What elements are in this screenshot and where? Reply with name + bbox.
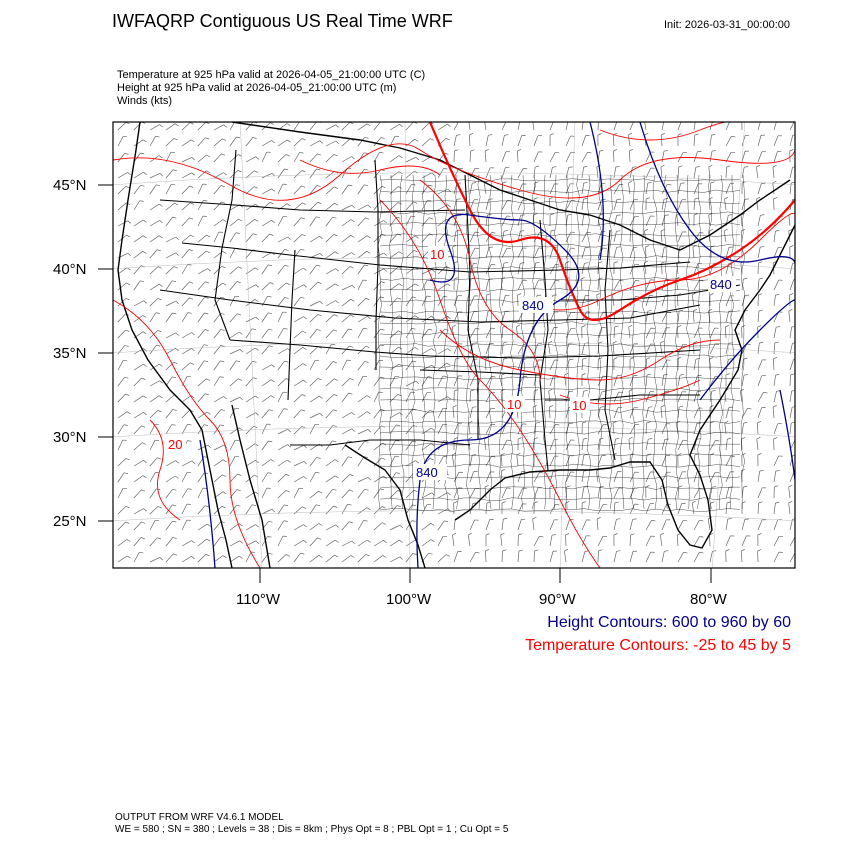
lat-label: 40°N (53, 261, 87, 278)
wind-barb-flag (795, 552, 799, 553)
wind-barb (566, 535, 567, 546)
lon-label: 100°W (386, 591, 432, 608)
wind-barb-flag (520, 119, 524, 120)
wind-barb-flag (696, 118, 700, 119)
wind-barb-flag (523, 376, 527, 377)
wind-barb-flag (745, 199, 749, 200)
lat-label: 30°N (53, 429, 87, 446)
latitude-labels: 45°N 40°N 35°N 30°N 25°N (53, 177, 87, 530)
map-panel (110, 117, 800, 570)
wind-barb-flag (484, 117, 488, 119)
height-contour-label: 840 (416, 465, 438, 480)
lon-label: 80°W (690, 591, 728, 608)
wind-barb-flag (235, 408, 239, 409)
wind-barb-flag (664, 119, 668, 120)
wind-barb-flag (617, 247, 621, 248)
lon-label: 110°W (236, 591, 281, 608)
wind-barb-flag (555, 152, 559, 153)
wind-barb-flag (603, 504, 607, 505)
temperature-legend: Temperature Contours: -25 to 45 by 5 (525, 637, 791, 655)
wind-barb-flag (665, 215, 669, 216)
temperature-contour-label: 20 (168, 437, 182, 452)
wind-barb-flag (569, 119, 573, 120)
lat-label: 25°N (53, 513, 87, 530)
wind-barb-flag (444, 169, 448, 170)
wind-barb-flag (123, 488, 127, 489)
wind-barb-flag (363, 328, 367, 329)
wind-barb-flag (427, 200, 431, 201)
wind-barb-flag (396, 441, 400, 442)
wind-barb-flag (459, 120, 463, 121)
wind-barb-flag (427, 504, 431, 505)
wind-barb-flag (795, 536, 799, 537)
wind-barb-flag (729, 311, 733, 312)
height-legend: Height Contours: 600 to 960 by 60 (547, 614, 791, 632)
height-contour-label: 840 (710, 277, 732, 292)
wind-barb-flag (155, 472, 159, 473)
wind-barb-flag (283, 216, 287, 217)
temperature-contour-label: 10 (507, 397, 521, 412)
wind-barb (758, 263, 759, 274)
wind-barb-flag (742, 118, 746, 120)
lat-label: 45°N (53, 177, 87, 194)
wind-barb-flag (427, 392, 431, 393)
wind-barb-flag (779, 536, 783, 537)
wind-barb-flag (331, 344, 335, 345)
wind-barb-flag (235, 440, 239, 441)
wind-barb-flag (457, 199, 461, 200)
temperature-contour-label: 10 (430, 247, 444, 262)
wind-barb-flag (532, 117, 536, 119)
wind-barb-flag (603, 424, 607, 425)
lat-label: 35°N (53, 345, 87, 362)
wind-barb-flag (683, 520, 687, 521)
longitude-labels: 110°W 100°W 90°W 80°W (236, 591, 728, 608)
lon-label: 90°W (539, 591, 577, 608)
wind-barb (502, 551, 503, 562)
wind-barb (790, 295, 791, 306)
wind-barb-flag (619, 184, 623, 185)
wind-barb-flag (644, 117, 647, 119)
wind-barb-flag (379, 152, 383, 153)
wind-barb-flag (699, 552, 703, 553)
model-config-footer: WE = 580 ; SN = 380 ; Levels = 38 ; Dis … (115, 824, 508, 835)
wind-barb-flag (235, 456, 239, 457)
wind-barb-flag (587, 152, 591, 153)
wind-barb-flag (123, 360, 127, 361)
wind-barb-flag (171, 184, 175, 185)
wind-barb-flag (731, 136, 735, 137)
wind-barb-flag (139, 552, 143, 553)
height-contour-label: 840 (522, 298, 544, 313)
wind-barb-flag (187, 376, 191, 377)
wind-barb-flag (523, 168, 527, 169)
wind-barb-flag (617, 215, 621, 216)
wind-barb-flag (476, 329, 480, 330)
wind-barb-flag (123, 136, 127, 137)
temperature-contour-label: 10 (572, 398, 586, 413)
wind-barb-flag (469, 117, 473, 119)
wind-barb-flag (569, 167, 573, 168)
wind-barb-flag (491, 264, 495, 265)
wind-barb-flag (599, 118, 603, 119)
model-footer: OUTPUT FROM WRF V4.6.1 MODEL (115, 812, 284, 823)
wind-barb-flag (443, 536, 447, 537)
wind-barb (742, 439, 743, 450)
wind-barb-flag (236, 121, 240, 122)
wind-barb-flag (635, 424, 639, 425)
wind-barb-flag (584, 118, 588, 119)
wind-barb-flag (539, 536, 543, 537)
wind-barb-flag (731, 152, 735, 153)
wind-barb-flag (473, 343, 477, 344)
